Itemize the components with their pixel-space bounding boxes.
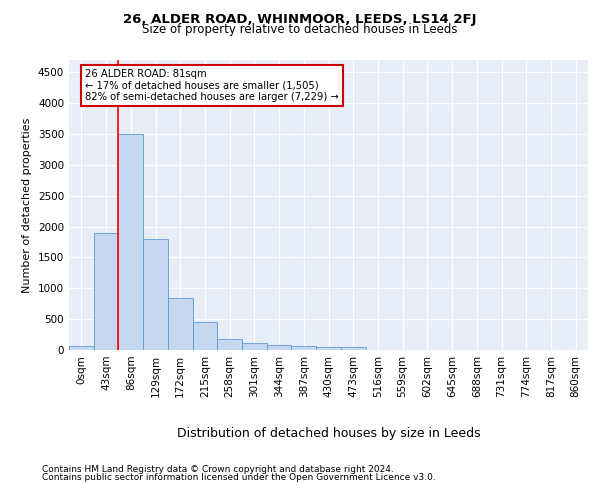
Bar — [69, 346, 94, 350]
Bar — [267, 345, 292, 350]
Bar — [292, 346, 316, 350]
Text: Distribution of detached houses by size in Leeds: Distribution of detached houses by size … — [177, 428, 481, 440]
Text: Contains public sector information licensed under the Open Government Licence v3: Contains public sector information licen… — [42, 472, 436, 482]
Text: Contains HM Land Registry data © Crown copyright and database right 2024.: Contains HM Land Registry data © Crown c… — [42, 465, 394, 474]
Bar — [217, 339, 242, 350]
Text: Size of property relative to detached houses in Leeds: Size of property relative to detached ho… — [142, 22, 458, 36]
Bar — [118, 134, 143, 350]
Bar — [143, 239, 168, 350]
Bar — [168, 298, 193, 350]
Text: 26 ALDER ROAD: 81sqm
← 17% of detached houses are smaller (1,505)
82% of semi-de: 26 ALDER ROAD: 81sqm ← 17% of detached h… — [85, 70, 339, 102]
Y-axis label: Number of detached properties: Number of detached properties — [22, 118, 32, 292]
Bar — [316, 346, 341, 350]
Text: 26, ALDER ROAD, WHINMOOR, LEEDS, LS14 2FJ: 26, ALDER ROAD, WHINMOOR, LEEDS, LS14 2F… — [123, 12, 477, 26]
Bar — [242, 343, 267, 350]
Bar — [341, 346, 365, 350]
Bar — [94, 233, 118, 350]
Bar — [193, 322, 217, 350]
